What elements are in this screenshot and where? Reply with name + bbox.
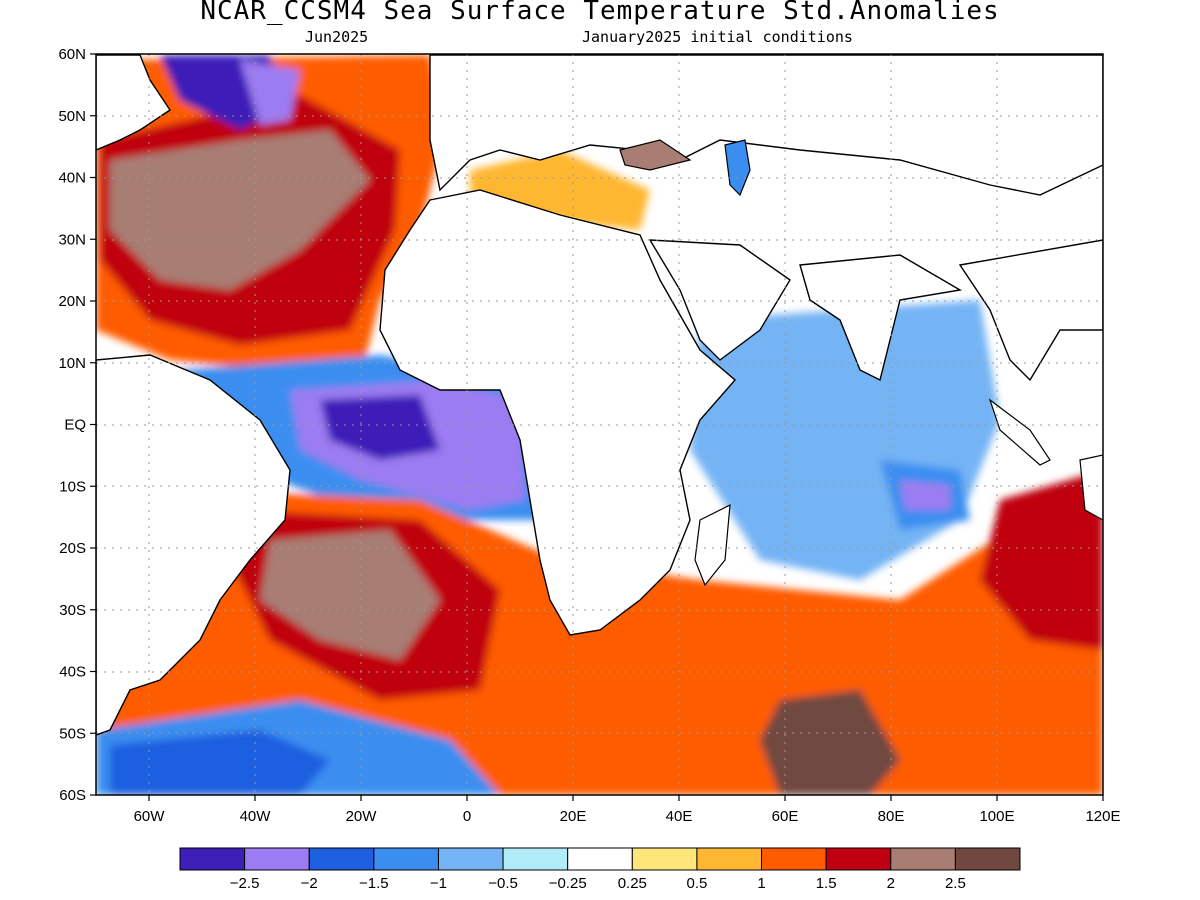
lat-tick-label: 40N — [58, 170, 86, 187]
colorbar-swatch — [308, 847, 375, 871]
lon-tick-label: 100E — [979, 808, 1014, 825]
colorbar-label: 1 — [757, 875, 765, 892]
land-north-america — [96, 54, 171, 151]
lon-tick-label: 40E — [666, 808, 693, 825]
colorbar-label: 0.5 — [686, 875, 707, 892]
land-black-sea-outline — [619, 139, 692, 171]
lon-tick-label: 120E — [1085, 808, 1120, 825]
land-south-america — [96, 354, 291, 736]
land-india — [799, 254, 963, 382]
colorbar-swatch — [179, 847, 246, 871]
lon-tick-label: 0 — [463, 808, 471, 825]
lon-tick-label: 20E — [560, 808, 587, 825]
lat-tick-label: 20N — [58, 293, 86, 310]
coldest-region-equatorial-atlantic — [320, 395, 440, 460]
land-sumatra — [988, 398, 1051, 466]
colorbar-label: 1.5 — [816, 875, 837, 892]
land-southeast-asia — [958, 239, 1103, 382]
colorbar-swatch — [890, 847, 956, 871]
map-title: NCAR_CCSM4 Sea Surface Temperature Std.A… — [200, 0, 1000, 26]
colorbar-label: 0.25 — [618, 875, 647, 892]
colorbar-label: −2.5 — [230, 875, 260, 892]
colorbar-swatch — [244, 847, 310, 871]
colorbar-label: 2.5 — [945, 875, 966, 892]
colorbar-label: −2 — [301, 875, 318, 892]
colorbar-swatch — [373, 847, 439, 871]
lat-tick-label: 60N — [58, 46, 86, 63]
colorbar-label: −0.25 — [549, 875, 587, 892]
extreme-region-southern-ocean — [760, 690, 900, 795]
colorbar-swatch — [954, 847, 1021, 871]
colorbar-swatch — [502, 847, 569, 871]
lat-tick-label: 50S — [59, 725, 86, 742]
lat-tick-label: 10S — [59, 478, 86, 495]
colorbar-swatch — [761, 847, 827, 871]
lat-tick-label: 20S — [59, 540, 86, 557]
lon-tick-label: 60E — [772, 808, 799, 825]
lat-tick-label: 40S — [59, 664, 86, 681]
hot-region-east-indian — [980, 470, 1103, 650]
land-arabia — [648, 239, 791, 361]
colorbar-swatch — [696, 847, 763, 871]
cool-region-labrador — [240, 60, 300, 125]
lat-tick-label: 30N — [58, 231, 86, 248]
lat-tick-label: EQ — [64, 417, 86, 434]
colorbar-swatch — [437, 847, 504, 871]
lat-tick-label: 30S — [59, 602, 86, 619]
colorbar-swatch — [567, 847, 633, 871]
colorbar-swatch — [825, 847, 892, 871]
lon-tick-label: 80E — [878, 808, 905, 825]
lat-tick-label: 60S — [59, 787, 86, 804]
land-madagascar — [694, 503, 731, 587]
lat-tick-label: 50N — [58, 108, 86, 125]
cold-region-southern-ocean — [110, 730, 330, 795]
longitude-axis: 60W 40W 20W 0 20E 40E 60E 80E 100E 120E — [134, 795, 1121, 825]
lon-tick-label: 20W — [346, 808, 378, 825]
lon-tick-label: 60W — [134, 808, 166, 825]
land-australia — [1079, 454, 1103, 521]
colorbar-label: −0.5 — [488, 875, 518, 892]
subtitle-init: January2025 initial conditions — [582, 28, 853, 46]
lat-tick-label: 10N — [58, 355, 86, 372]
subtitle-month: Jun2025 — [305, 28, 369, 46]
coldest-region-south-indian — [900, 480, 950, 510]
extreme-region-south-atlantic — [260, 530, 440, 660]
land-africa — [379, 189, 736, 636]
colorbar: −2.5 −2 −1.5 −1 −0.5 −0.25 0.25 0.5 1 1.5 2 2.5 — [179, 847, 1021, 892]
lon-tick-label: 40W — [240, 808, 272, 825]
latitude-axis: 60N 50N 40N 30N 20N 10N EQ 10S 20S 30S 40S 50S 60S — [58, 46, 96, 804]
colorbar-label: −1 — [430, 875, 447, 892]
anomaly-field — [96, 54, 1103, 795]
colorbar-swatch — [631, 847, 698, 871]
graticule — [96, 54, 1103, 795]
colorbar-label: 2 — [887, 875, 895, 892]
colorbar-label: −1.5 — [359, 875, 389, 892]
extreme-region-north-atlantic — [110, 130, 370, 290]
